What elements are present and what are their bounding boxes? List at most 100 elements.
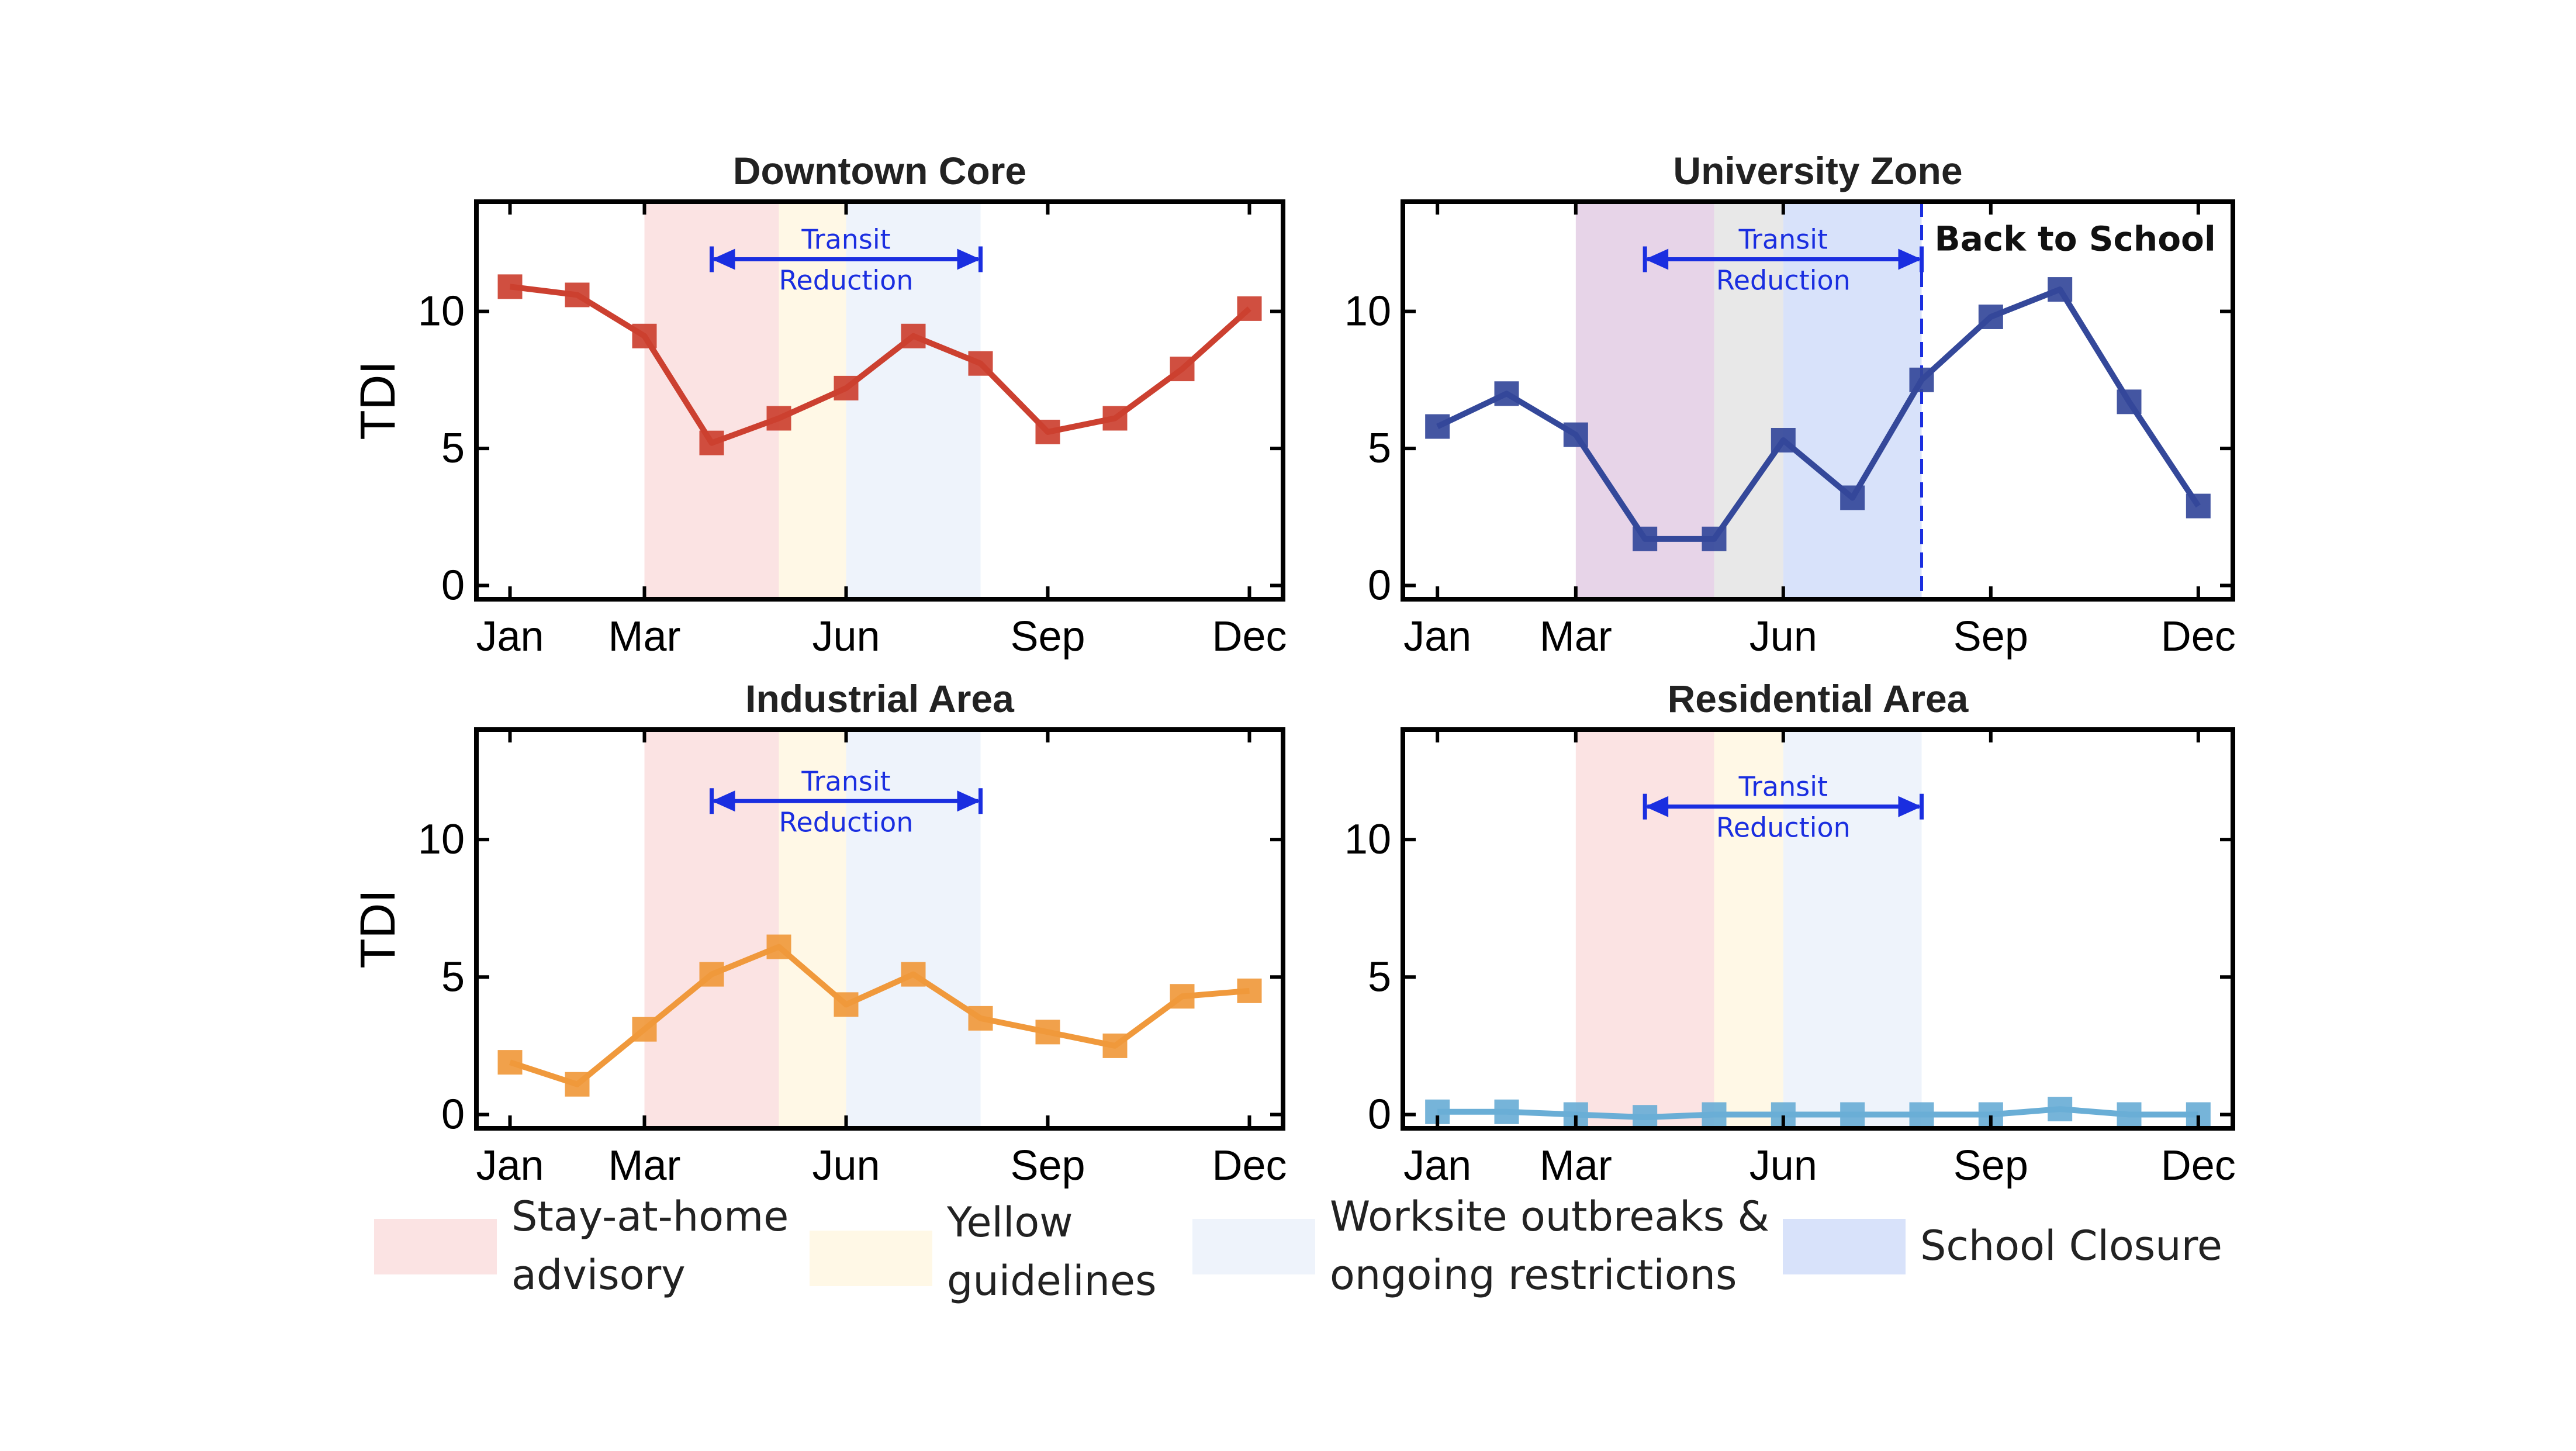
- transit-label: Reduction: [1716, 812, 1851, 844]
- data-point: [968, 351, 993, 376]
- plot-frame: [1401, 199, 2235, 602]
- legend-label: advisory: [511, 1251, 686, 1299]
- y-tick-label: 10: [1344, 288, 1391, 335]
- transit-label: Transit: [1738, 223, 1828, 255]
- legend-item-stay: Stay-at-home advisory: [374, 1193, 789, 1299]
- transit-label: Reduction: [779, 806, 914, 838]
- x-tick-label: Sep: [1953, 1142, 2028, 1189]
- plot-4: Transit Reduction 0 5 10 Jan Mar Jun Sep Dec Resid…: [1344, 677, 2236, 1189]
- y-axis-label: TDI: [350, 361, 405, 440]
- data-point: [1633, 526, 1658, 551]
- x-tick-label: Jan: [1403, 1142, 1471, 1189]
- legend-item-yellow: Yellow guidelines: [810, 1198, 1157, 1305]
- data-point: [901, 962, 926, 987]
- plot-title: University Zone: [1673, 149, 1962, 192]
- legend-label: Worksite outbreaks &: [1330, 1193, 1769, 1241]
- transit-arrow-head-left: [711, 248, 735, 270]
- x-tick-label: Sep: [1953, 613, 2028, 660]
- legend-swatch: [374, 1219, 497, 1274]
- legend-item-school: School Closure: [1783, 1219, 2222, 1274]
- data-point: [1840, 1102, 1865, 1127]
- data-point: [699, 430, 724, 455]
- legend-swatch: [1192, 1219, 1315, 1274]
- data-point: [632, 1017, 657, 1042]
- data-point: [1978, 304, 2003, 329]
- legend-label: ongoing restrictions: [1330, 1251, 1737, 1299]
- data-point: [565, 1072, 590, 1097]
- x-tick-label: Sep: [1010, 613, 1085, 660]
- y-tick-label: 10: [1344, 816, 1391, 863]
- data-point: [1702, 1102, 1727, 1127]
- y-tick-label: 5: [1368, 953, 1391, 1000]
- legend-item-worksite: Worksite outbreaks & ongoing restrictions: [1192, 1193, 1769, 1299]
- x-tick-label: Jun: [1749, 1142, 1817, 1189]
- transit-label: Transit: [801, 765, 890, 797]
- x-tick-label: Mar: [608, 613, 681, 660]
- transit-arrow-head-right: [957, 790, 981, 812]
- data-point: [1102, 1033, 1128, 1058]
- transit-label: Reduction: [779, 264, 914, 296]
- data-point: [1771, 428, 1796, 452]
- data-point: [1237, 978, 1262, 1003]
- y-axis-label: TDI: [350, 889, 405, 968]
- transit-label: Transit: [801, 223, 890, 255]
- data-point: [565, 282, 590, 308]
- y-tick-label: 5: [1368, 425, 1391, 472]
- y-tick-label: 10: [418, 816, 465, 863]
- data-point: [632, 323, 657, 348]
- data-point: [834, 375, 859, 400]
- data-point: [1170, 984, 1195, 1009]
- y-tick-label: 0: [441, 562, 465, 609]
- y-tick-label: 5: [441, 425, 465, 472]
- y-tick-label: 0: [1368, 562, 1391, 609]
- transit-arrow-head-right: [1898, 796, 1922, 817]
- x-tick-label: Mar: [1540, 1142, 1612, 1189]
- plot-frame: [474, 727, 1285, 1131]
- transit-label: Reduction: [1716, 264, 1851, 296]
- data-point: [497, 274, 523, 299]
- legend: Stay-at-home advisory Yellow guidelines Work…: [374, 1193, 2222, 1305]
- data-point: [2117, 1102, 2142, 1127]
- data-point: [834, 992, 859, 1017]
- data-point: [968, 1006, 993, 1031]
- data-point: [1425, 414, 1450, 439]
- plot-3: Transit Reduction 0 5 10 Jan Mar Jun Sep Dec Indus…: [350, 677, 1287, 1189]
- x-tick-label: Dec: [1212, 1142, 1287, 1189]
- x-tick-label: Dec: [2161, 613, 2236, 660]
- data-point: [1563, 422, 1588, 447]
- legend-label: guidelines: [947, 1257, 1157, 1305]
- data-point: [1702, 526, 1727, 551]
- x-tick-label: Jun: [812, 1142, 880, 1189]
- plot-title: Residential Area: [1668, 677, 1969, 720]
- plot-frame: [1401, 727, 2235, 1131]
- legend-swatch: [1783, 1219, 1906, 1274]
- data-point: [1237, 296, 1262, 321]
- x-tick-label: Jun: [812, 613, 880, 660]
- x-tick-label: Dec: [1212, 613, 1287, 660]
- band-yellow: [779, 730, 846, 1128]
- plot-title: Downtown Core: [733, 149, 1026, 192]
- data-point: [2048, 1097, 2073, 1122]
- data-point: [1494, 381, 1519, 406]
- data-point: [699, 962, 724, 987]
- y-tick-label: 5: [441, 953, 465, 1000]
- data-point: [1494, 1099, 1519, 1124]
- x-tick-label: Sep: [1010, 1142, 1085, 1189]
- data-point: [1909, 1102, 1934, 1127]
- transit-arrow-head-right: [957, 248, 981, 270]
- plot-title: Industrial Area: [745, 677, 1015, 720]
- legend-label: Stay-at-home: [511, 1193, 789, 1241]
- data-point: [497, 1050, 523, 1075]
- transit-arrow-head-left: [1645, 248, 1669, 270]
- band-yellow: [1714, 730, 1783, 1128]
- data-point: [1170, 357, 1195, 382]
- legend-swatch: [810, 1231, 932, 1286]
- data-point: [1035, 1020, 1060, 1045]
- y-tick-label: 0: [1368, 1091, 1391, 1138]
- plot-1: Transit Reduction 0 5 10 Jan Mar Jun Sep Dec Downt…: [350, 149, 1287, 660]
- legend-label: School Closure: [1920, 1222, 2222, 1270]
- band-stay: [1575, 730, 1714, 1128]
- plot-frame: [474, 199, 1285, 602]
- band-worksite: [1783, 730, 1922, 1128]
